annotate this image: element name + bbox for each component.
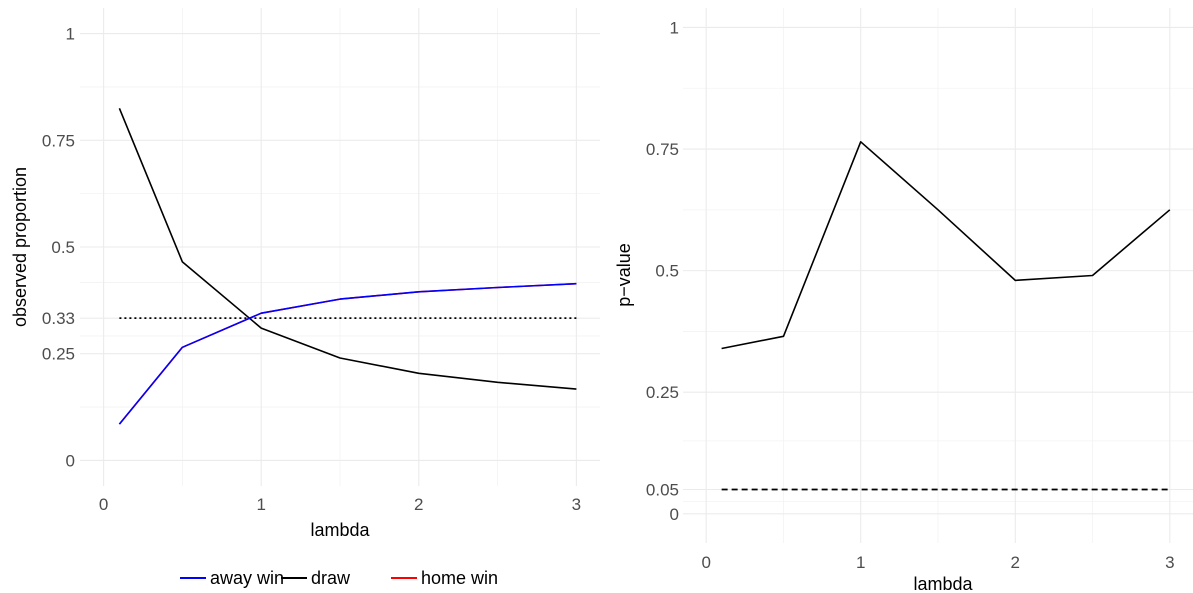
gridlines xyxy=(683,8,1193,543)
legend-item-draw: draw xyxy=(281,568,351,588)
y-tick-label: 0 xyxy=(670,505,679,524)
x-tick-label: 1 xyxy=(856,553,865,572)
x-tick-label: 2 xyxy=(414,495,423,514)
y-tick-label: 0.75 xyxy=(646,140,679,159)
right-chart-panel: 0 1 2 3 0 0.05 0.25 0.5 0.75 1 lambda p−value xyxy=(614,8,1193,593)
legend-label-home-win: home win xyxy=(421,568,498,588)
x-tick-label: 3 xyxy=(1165,553,1174,572)
y-tick-label: 0.25 xyxy=(646,383,679,402)
x-tick-label: 2 xyxy=(1011,553,1020,572)
y-tick-label: 0.5 xyxy=(655,262,679,281)
y-axis-label: p−value xyxy=(614,243,634,307)
y-tick-label: 0.25 xyxy=(42,345,75,364)
x-axis-label: lambda xyxy=(913,574,973,593)
y-tick-label: 0 xyxy=(66,451,75,470)
y-tick-label: 0.5 xyxy=(51,238,75,257)
legend-item-away-win: away win xyxy=(180,568,284,588)
y-tick-label: 1 xyxy=(670,18,679,37)
legend-label-away-win: away win xyxy=(210,568,284,588)
y-tick-label: 0.05 xyxy=(646,481,679,500)
x-tick-label: 3 xyxy=(572,495,581,514)
y-tick-label: 0.75 xyxy=(42,131,75,150)
series-line-p-value xyxy=(721,141,1171,350)
y-axis-label: observed proportion xyxy=(10,167,30,327)
left-chart-panel: 0 1 2 3 0 0.25 0.33 0.5 0.75 1 lambda observed prop… xyxy=(10,8,600,540)
legend-item-home-win: home win xyxy=(391,568,498,588)
x-tick-label: 0 xyxy=(701,553,710,572)
y-tick-label: 0.33 xyxy=(42,309,75,328)
x-axis-label: lambda xyxy=(310,520,370,540)
series-line-away-win xyxy=(118,282,577,425)
series-line-draw xyxy=(118,107,577,390)
x-tick-label: 1 xyxy=(256,495,265,514)
gridlines xyxy=(80,8,600,486)
legend-label-draw: draw xyxy=(311,568,351,588)
x-tick-label: 0 xyxy=(99,495,108,514)
legend: away win draw home win xyxy=(180,568,498,588)
y-tick-label: 1 xyxy=(66,25,75,44)
